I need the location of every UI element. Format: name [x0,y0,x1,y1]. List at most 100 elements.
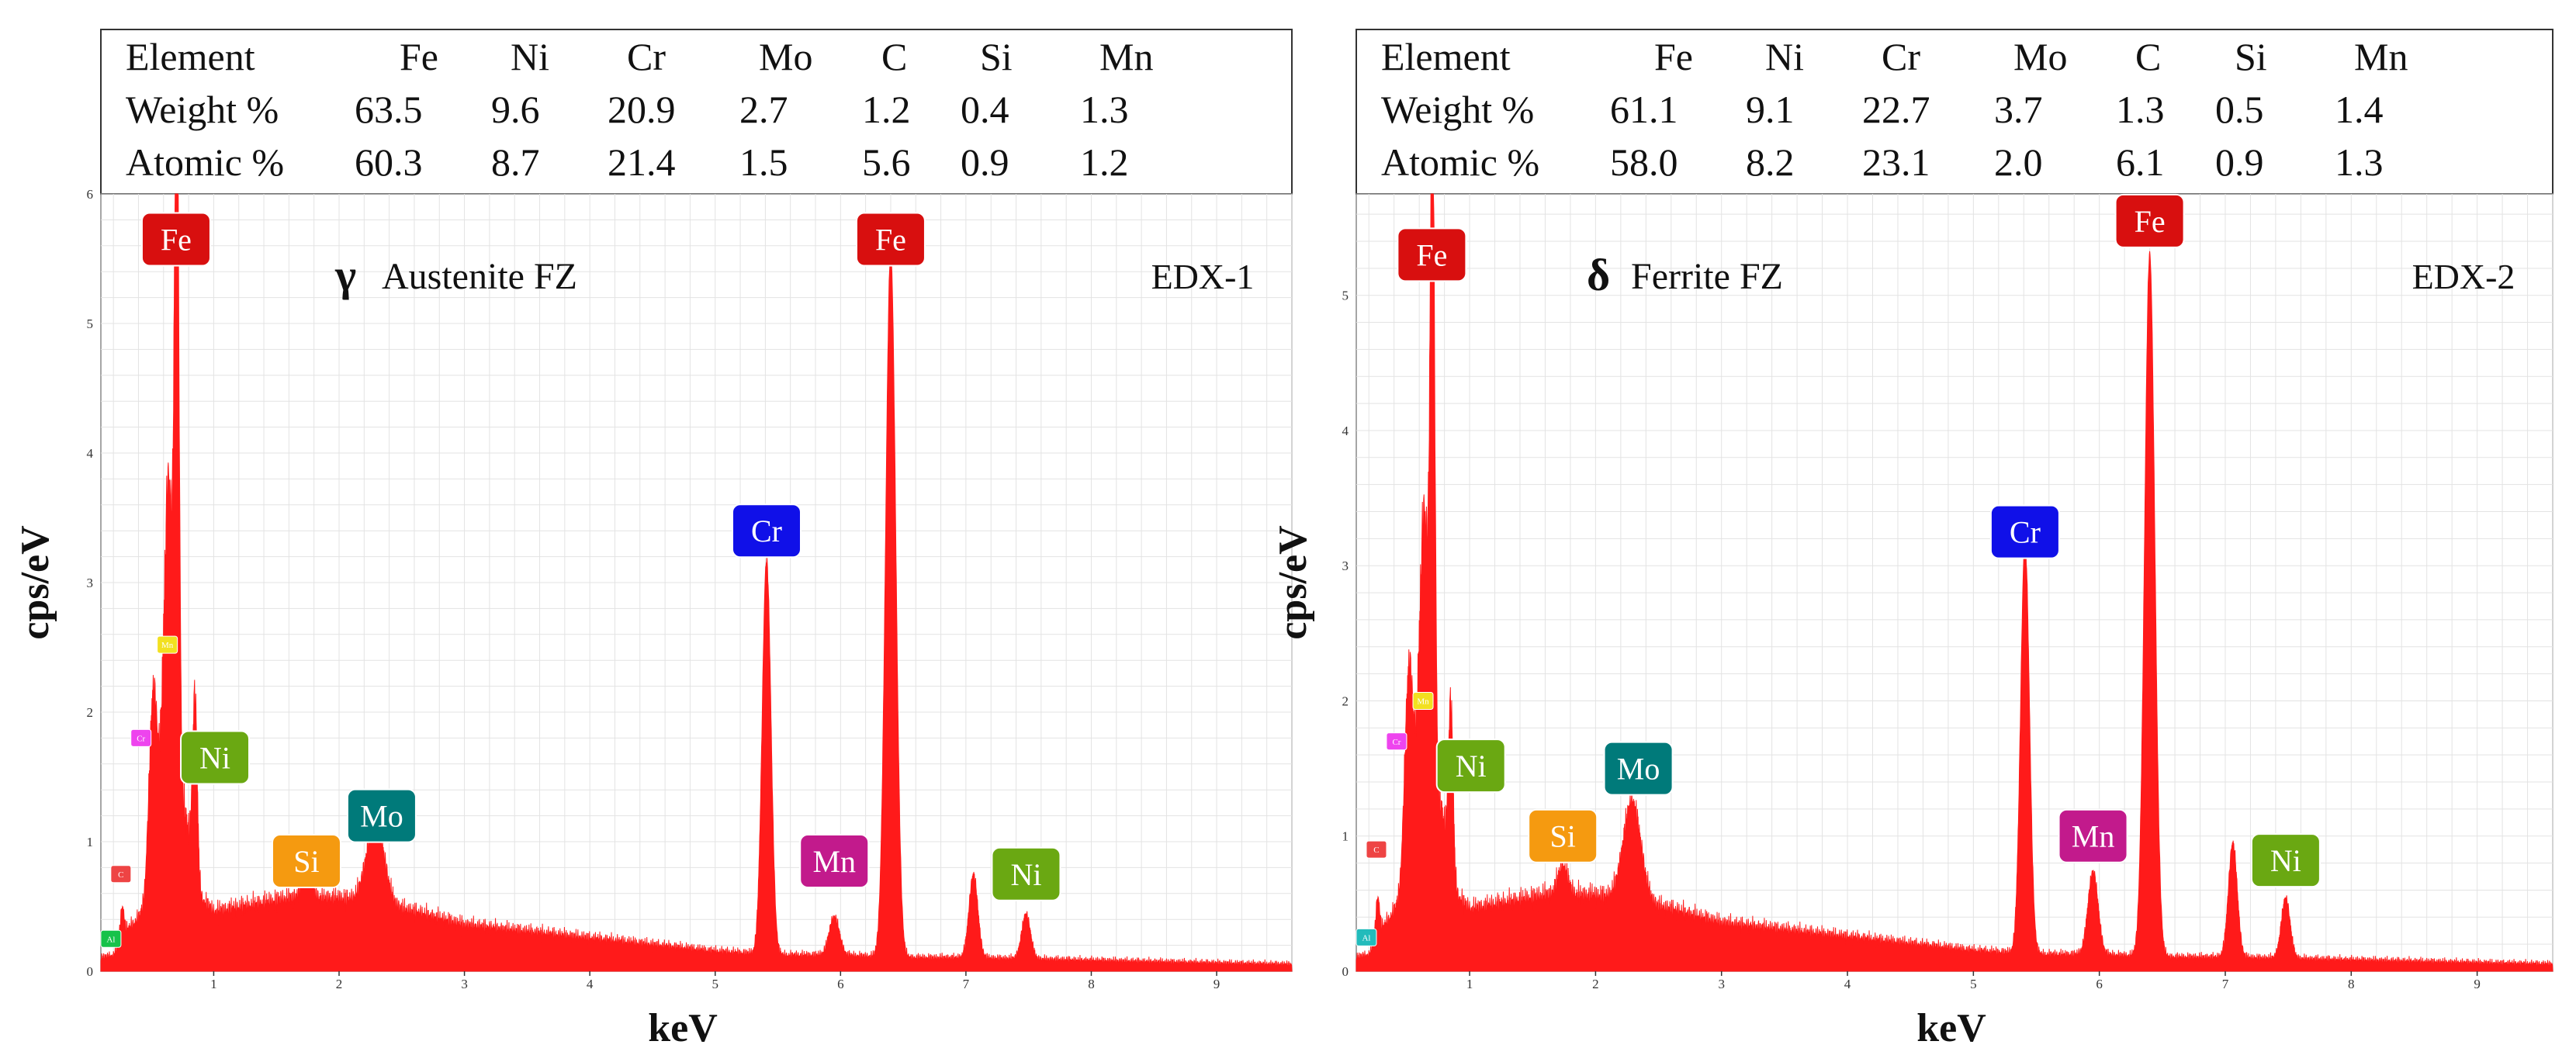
x-tick-label: 3 [1718,977,1725,991]
phase-label: Ferrite FZ [1631,256,1783,297]
table-value-cell: 3.7 [1994,88,2043,131]
peak-label-ni: Ni [1435,738,1506,794]
x-tick-label: 6 [2096,977,2103,991]
peak-label-text: Ni [2270,843,2301,878]
peak-label-box [1356,928,1377,946]
x-axis-title: keV [648,1006,718,1050]
table-value-cell: 1.2 [1080,140,1129,184]
peak-label-box [2058,808,2128,863]
peak-label-mn: Mn [799,834,870,889]
table-header-cell: Fe [400,35,438,78]
peak-label-si: Si [271,834,341,889]
table-header-cell: Element [1381,35,1511,78]
peak-label-text: Ni [199,740,230,775]
y-tick-label: 2 [1342,694,1349,708]
peak-label-box [271,834,341,889]
peak-label-box [110,865,132,884]
table-header-cell: Mo [2013,35,2067,78]
table-header-cell: Cr [1882,35,1920,78]
y-tick-label: 0 [87,964,94,979]
table-value-cell: 1.3 [2116,88,2165,131]
table-row-label: Weight % [1381,88,1534,131]
x-tick-label: 1 [210,977,217,991]
peak-label-box [1435,738,1506,794]
peak-label-fe: Fe [1397,227,1467,282]
table-header-cell: Cr [627,35,666,78]
peak-label-box [991,846,1061,901]
table-value-cell: 8.2 [1746,140,1795,184]
x-tick-label: 7 [2222,977,2229,991]
y-tick-label: 4 [87,446,94,461]
y-tick-label: 5 [87,316,94,331]
table-header-cell: Mo [759,35,812,78]
peak-label-text: Mn [1417,697,1429,706]
y-tick-label: 5 [1342,289,1349,303]
x-tick-label: 9 [1214,977,1220,991]
table-value-cell: 63.5 [355,88,423,131]
peak-label-al: Al [100,929,122,948]
peak-label-box [157,635,178,654]
table-value-cell: 1.2 [862,88,911,131]
peak-label-mo: Mo [1603,741,1674,796]
peak-label-text: Mn [2072,819,2115,854]
peak-label-box [1397,227,1467,282]
peak-label-box [1528,808,1598,863]
peak-label-fe: Fe [855,212,926,267]
peak-label-box [1366,840,1387,859]
table-value-cell: 0.4 [961,88,1009,131]
x-tick-label: 5 [1970,977,1977,991]
y-axis-title: cps/eV [1271,525,1315,639]
peak-label-text: Fe [875,222,906,257]
x-tick-label: 8 [1088,977,1095,991]
table-value-cell: 0.9 [961,140,1009,184]
y-tick-label: 1 [1342,829,1349,844]
peak-label-text: Ni [1456,749,1487,783]
peak-label-text: C [1373,846,1379,855]
table-row-label: Atomic % [1381,140,1539,184]
peak-label-cr: Cr [731,503,802,559]
peak-label-box [180,730,251,785]
peak-label-ni: Ni [2250,833,2321,888]
phase-label: Austenite FZ [382,256,577,297]
peak-label-text: Fe [161,222,192,257]
table-value-cell: 6.1 [2116,140,2165,184]
peak-label-text: Mo [360,799,403,834]
peak-label-box [130,728,152,747]
x-tick-label: 4 [587,977,594,991]
edx-tag: EDX-2 [2412,257,2515,296]
table-header-cell: Ni [511,35,549,78]
y-tick-label: 1 [87,835,94,849]
table-header-cell: Si [2235,35,2267,78]
table-header-cell: Ni [1765,35,1804,78]
table-header-cell: Si [980,35,1013,78]
x-axis-title: keV [1916,1006,1986,1050]
table-value-cell: 9.6 [491,88,540,131]
peak-label-text: Si [1550,819,1576,854]
table-value-cell: 2.7 [739,88,788,131]
phase-symbol: δ [1587,250,1610,300]
x-tick-label: 6 [837,977,844,991]
peak-label-box [731,503,802,559]
peak-label-box [1603,741,1674,796]
peak-label-cr: Cr [1386,732,1407,751]
table-value-cell: 1.5 [739,140,788,184]
peak-label-mo: Mo [346,788,417,843]
table-header-cell: Element [126,35,255,78]
table-value-cell: 9.1 [1746,88,1795,131]
table-row-label: Atomic % [126,140,284,184]
x-tick-label: 3 [461,977,468,991]
peak-label-text: Cr [2010,515,2041,550]
peak-label-fe: Fe [140,212,211,267]
y-tick-label: 6 [87,187,94,202]
table-value-cell: 22.7 [1862,88,1930,131]
y-tick-label: 3 [87,576,94,590]
table-value-cell: 0.9 [2215,140,2264,184]
peak-label-text: Fe [1416,237,1447,272]
peak-label-text: Cr [1392,738,1401,747]
x-tick-label: 2 [1592,977,1599,991]
peak-label-si: Si [1528,808,1598,863]
table-value-cell: 60.3 [355,140,423,184]
peak-label-text: Ni [1010,857,1041,892]
